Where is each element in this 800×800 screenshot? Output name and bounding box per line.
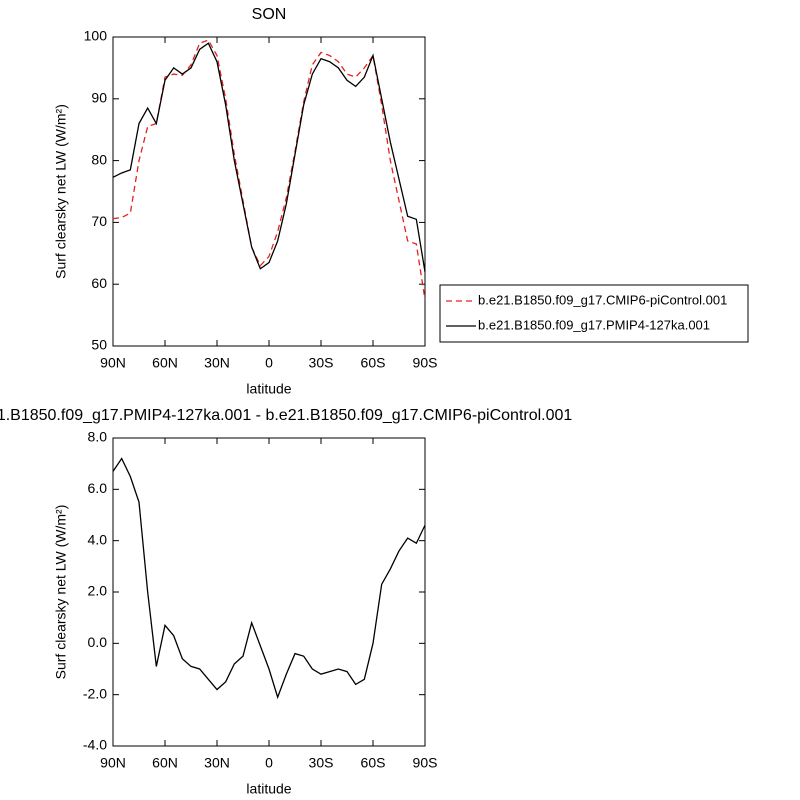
x-tick-label: 60S xyxy=(361,355,386,371)
data-line xyxy=(112,42,426,272)
x-tick-label: 30S xyxy=(309,355,334,371)
y-tick-label: 2.0 xyxy=(88,583,108,599)
y-tick-label: 100 xyxy=(84,28,108,44)
x-tick-label: 60N xyxy=(152,355,178,371)
legend-label: b.e21.B1850.f09_g17.PMIP4-127ka.001 xyxy=(478,317,710,332)
x-tick-label: 0 xyxy=(265,755,273,771)
x-axis-label: latitude xyxy=(246,781,291,797)
y-tick-label: -2.0 xyxy=(83,685,107,701)
y-axis-label: Surf clearsky net LW (W/m²) xyxy=(53,505,69,680)
chart-title: SON xyxy=(252,6,287,23)
y-tick-label: 90 xyxy=(91,90,107,106)
x-tick-label: 30S xyxy=(309,755,334,771)
y-axis-label: Surf clearsky net LW (W/m²) xyxy=(53,104,69,279)
y-tick-label: 4.0 xyxy=(88,531,108,547)
x-tick-label: 0 xyxy=(265,355,273,371)
legend-label: b.e21.B1850.f09_g17.CMIP6-piControl.001 xyxy=(478,292,727,307)
x-tick-label: 90N xyxy=(100,755,126,771)
x-axis-label: latitude xyxy=(246,381,291,397)
y-tick-label: 60 xyxy=(91,275,107,291)
y-tick-label: 50 xyxy=(91,337,107,353)
y-tick-label: 6.0 xyxy=(88,480,108,496)
data-line xyxy=(112,39,426,300)
x-tick-label: 90S xyxy=(413,355,438,371)
x-tick-label: 30N xyxy=(204,755,230,771)
y-tick-label: 8.0 xyxy=(88,429,108,445)
y-tick-label: 70 xyxy=(91,213,107,229)
y-tick-label: 0.0 xyxy=(88,634,108,650)
x-tick-label: 90S xyxy=(413,755,438,771)
x-tick-label: 60S xyxy=(361,755,386,771)
y-tick-label: 80 xyxy=(91,151,107,167)
legend-box xyxy=(439,284,749,343)
x-tick-label: 90N xyxy=(100,355,126,371)
x-tick-label: 30N xyxy=(204,355,230,371)
plot-frame xyxy=(112,437,426,747)
data-line xyxy=(112,457,426,700)
y-tick-label: -4.0 xyxy=(83,737,107,753)
x-tick-label: 60N xyxy=(152,755,178,771)
plot-frame xyxy=(112,36,426,347)
chart-title: b.e21.B1850.f09_g17.PMIP4-127ka.001 - b.… xyxy=(0,407,572,424)
